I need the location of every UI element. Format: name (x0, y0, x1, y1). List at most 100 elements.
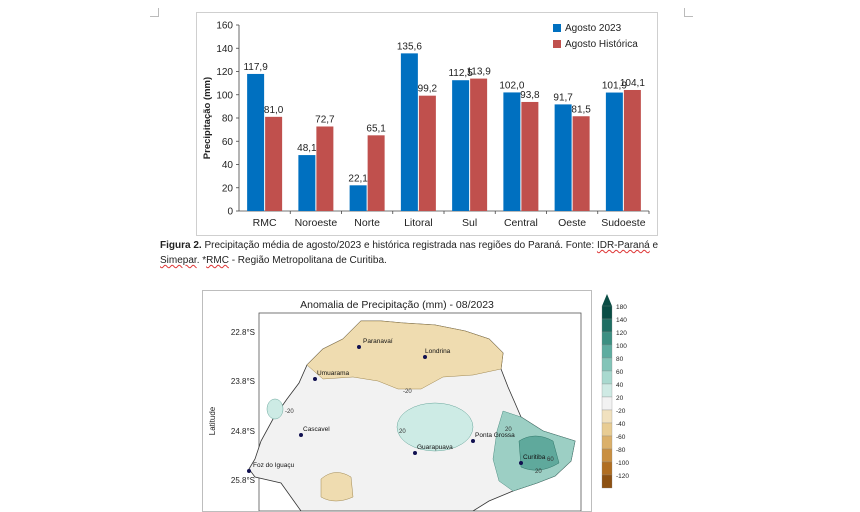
colorbar-tick: -20 (616, 408, 626, 415)
colorbar-tick: -40 (616, 421, 626, 428)
data-label: 102,0 (499, 80, 524, 91)
bar-agosto-2023-litoral (400, 53, 418, 211)
svg-text:Guarapuava: Guarapuava (417, 444, 453, 451)
colorbar-tick: -80 (616, 447, 626, 454)
data-label: 22,1 (348, 173, 368, 184)
y-tick-label: 100 (216, 90, 233, 101)
colorbar-segment (601, 422, 613, 437)
category-label: Norte (354, 217, 380, 229)
category-label: Noroeste (295, 217, 338, 229)
bar-agosto-2023-sudoeste (605, 92, 623, 211)
bar-historica-litoral (418, 95, 436, 211)
city-foz-do-iguacu: Foz do Iguaçu (247, 462, 295, 473)
colorbar-segment (601, 370, 613, 385)
colorbar-segment (601, 396, 613, 411)
wet-anomaly-curitiba (518, 435, 560, 471)
caption-text-4: - Região Metropolitana de Curitiba. (228, 255, 387, 266)
bar-agosto-2023-central (503, 92, 521, 211)
y-tick-label: 60 (222, 137, 234, 148)
data-label: 81,5 (571, 104, 591, 115)
legend-label: Agosto Histórica (565, 39, 638, 50)
bar-historica-sul (470, 78, 488, 211)
anomaly-map: Anomalia de Precipitação (mm) - 08/2023 … (202, 290, 592, 512)
city-ponta-grossa: Ponta Grossa (471, 432, 515, 443)
legend-label: Agosto 2023 (565, 23, 622, 34)
bar-historica-sudoeste (623, 89, 641, 211)
caption-text-2: e (649, 240, 659, 251)
svg-text:Paranavaí: Paranavaí (363, 338, 393, 345)
colorbar-segment (601, 305, 613, 320)
bar-agosto-2023-sul (452, 80, 470, 211)
y-tick-label: 0 (227, 207, 233, 218)
svg-text:Ponta Grossa: Ponta Grossa (475, 432, 515, 439)
colorbar-tick: 80 (616, 356, 624, 363)
anomaly-map-svg: Anomalia de Precipitação (mm) - 08/2023 … (208, 299, 582, 511)
city-guarapuava: Guarapuava (413, 444, 453, 455)
data-label: 65,1 (366, 123, 386, 134)
bar-chart-svg: 0 20 40 60 80 100 120 140 160 Precipitação (mm) RM… (202, 21, 650, 229)
crop-mark-left (150, 8, 159, 17)
y-tick-label: 80 (222, 114, 234, 125)
wet-anomaly-central (396, 402, 474, 452)
colorbar-segment (601, 409, 613, 424)
data-label: 93,8 (520, 90, 540, 101)
data-label: 91,7 (553, 92, 573, 103)
caption-source-simepar: Simepar (160, 255, 197, 266)
bar-agosto-2023-norte (349, 185, 367, 211)
category-label: Oeste (558, 217, 586, 229)
latitude-axis-label: Latitude (208, 406, 217, 435)
colorbar-tick: 180 (616, 304, 627, 311)
colorbar-tick: 20 (616, 395, 624, 402)
colorbar-top-arrow (602, 294, 612, 306)
lat-tick: 24.8°S (231, 427, 255, 436)
wet-anomaly-west (266, 398, 284, 420)
dry-anomaly-south (320, 472, 354, 502)
isoline-label: 60 (547, 457, 554, 463)
city-paranavai: Paranavaí (357, 338, 393, 349)
bar-historica-noroeste (316, 126, 334, 211)
crop-mark-right (684, 8, 693, 17)
category-label: Sul (462, 217, 477, 229)
colorbar-tick: 140 (616, 317, 627, 324)
data-label: 72,7 (315, 114, 335, 125)
category-label: Litoral (404, 217, 433, 229)
svg-text:Foz do Iguaçu: Foz do Iguaçu (253, 462, 295, 469)
svg-text:Cascavel: Cascavel (303, 426, 330, 433)
isoline-label: -20 (285, 409, 294, 415)
bar-agosto-2023-noroeste (298, 155, 316, 211)
colorbar-segment (601, 474, 613, 489)
isoline-label: 20 (535, 469, 542, 475)
colorbar-tick: 60 (616, 369, 624, 376)
anomaly-colorbar: 180 140 120 100 80 60 40 20 -20 -40 -60 -80 -100 -120 (601, 294, 629, 489)
legend-swatch (553, 40, 561, 48)
data-label: 135,6 (397, 41, 422, 52)
bar-agosto-2023-rmc (247, 73, 265, 211)
colorbar-tick: 40 (616, 382, 624, 389)
isoline-label: 20 (505, 427, 512, 433)
colorbar-segment (601, 435, 613, 450)
bar-agosto-2023-oeste (554, 104, 572, 211)
caption-source-idr: IDR-Paraná (596, 240, 650, 251)
dry-anomaly-north (306, 320, 504, 390)
caption-prefix: Figura 2. (160, 240, 202, 251)
colorbar-segment (601, 331, 613, 346)
data-label: 81,0 (264, 105, 284, 116)
category-label: Sudoeste (601, 217, 646, 229)
colorbar-tick: 100 (616, 343, 627, 350)
data-label: 117,9 (243, 62, 268, 73)
lat-tick: 22.8°S (231, 328, 255, 337)
y-tick-label: 120 (216, 67, 233, 78)
colorbar-tick: 120 (616, 330, 627, 337)
city-umuarama: Umuarama (313, 370, 350, 381)
y-tick-label: 160 (216, 21, 233, 32)
colorbar-segment (601, 448, 613, 463)
svg-text:Umuarama: Umuarama (317, 370, 350, 377)
caption-text-1: Precipitação média de agosto/2023 e hist… (201, 240, 597, 251)
precipitation-bar-chart: 0 20 40 60 80 100 120 140 160 Precipitação (mm) RM… (196, 12, 658, 236)
figure-caption: Figura 2. Precipitação média de agosto/2… (160, 238, 700, 268)
bar-historica-central (521, 101, 539, 211)
colorbar-segment (601, 461, 613, 476)
data-label: 104,1 (620, 78, 645, 89)
city-curitiba: Curitiba (519, 454, 546, 465)
isoline-label: -20 (403, 389, 412, 395)
